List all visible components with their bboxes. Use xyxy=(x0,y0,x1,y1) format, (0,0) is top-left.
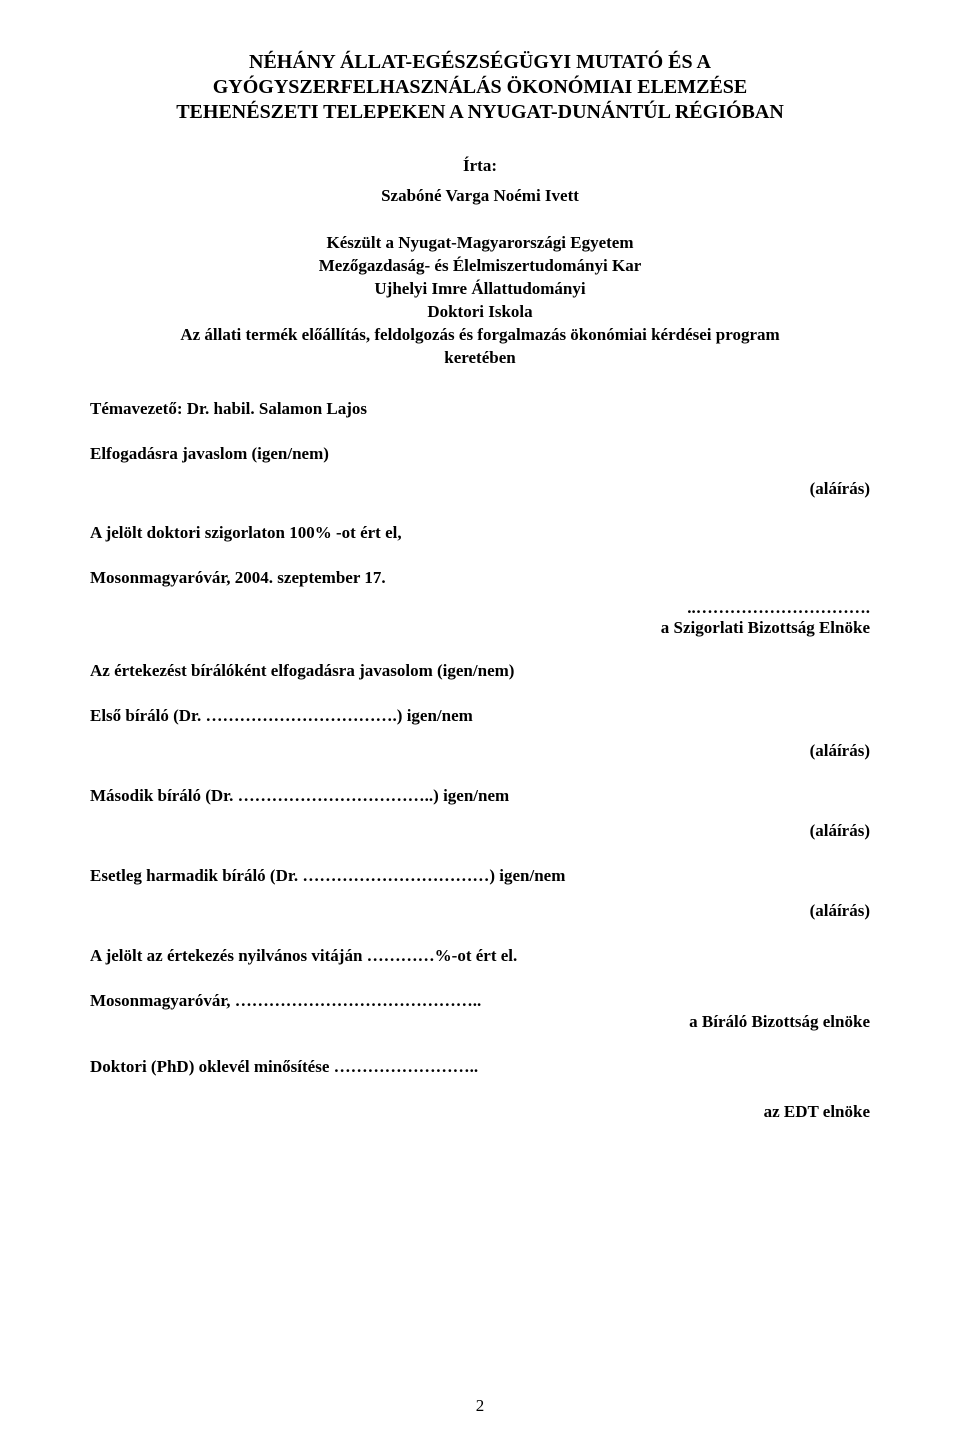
defense-line: A jelölt az értekezés nyilvános vitáján … xyxy=(90,945,870,968)
committee-chair: a Bíráló Bizottság elnöke xyxy=(90,1011,870,1034)
institute-line-5: Az állati termék előállítás, feldolgozás… xyxy=(90,324,870,347)
accept-row: Elfogadásra javaslom (igen/nem) xyxy=(90,443,870,466)
dots-line: ..…………………………. xyxy=(90,598,870,618)
institute-line-6: keretében xyxy=(90,347,870,370)
title-line-2: GYÓGYSZERFELHASZNÁLÁS ÖKONÓMIAI ELEMZÉSE xyxy=(90,75,870,100)
accept-suggest-text: Elfogadásra javaslom (igen/nem) xyxy=(90,443,870,466)
szigorlati-chair: a Szigorlati Bizottság Elnöke xyxy=(90,618,870,638)
title-line-3: TEHENÉSZETI TELEPEKEN A NYUGAT-DUNÁNTÚL … xyxy=(90,100,870,125)
author-name: Szabóné Varga Noémi Ivett xyxy=(90,183,870,209)
signature-1: (aláírás) xyxy=(90,478,870,501)
institute-line-4: Doktori Iskola xyxy=(90,301,870,324)
signature-4: (aláírás) xyxy=(90,900,870,923)
institute-line-2: Mezőgazdaság- és Élelmiszertudományi Kar xyxy=(90,255,870,278)
title-line-1: NÉHÁNY ÁLLAT-EGÉSZSÉGÜGYI MUTATÓ ÉS A xyxy=(90,50,870,75)
institute-block: Készült a Nyugat-Magyarországi Egyetem M… xyxy=(90,232,870,370)
reviewer-2: Második bíráló (Dr. ……………………………..) igen/… xyxy=(90,785,870,808)
reviewer-3: Esetleg harmadik bíráló (Dr. ……………………………… xyxy=(90,865,870,888)
irta-label: Írta: xyxy=(90,153,870,179)
supervisor-line: Témavezető: Dr. habil. Salamon Lajos xyxy=(90,398,870,421)
page-number: 2 xyxy=(0,1396,960,1416)
reviewer-1: Első bíráló (Dr. …………………………….) igen/nem xyxy=(90,705,870,728)
rigorosum-line: A jelölt doktori szigorlaton 100% -ot ér… xyxy=(90,522,870,545)
moson-date-line: Mosonmagyaróvár, 2004. szeptember 17. xyxy=(90,567,870,590)
szigorlati-block: ..…………………………. a Szigorlati Bizottság Eln… xyxy=(90,598,870,638)
signature-2: (aláírás) xyxy=(90,740,870,763)
document-title: NÉHÁNY ÁLLAT-EGÉSZSÉGÜGYI MUTATÓ ÉS A GY… xyxy=(90,50,870,125)
institute-line-3: Ujhelyi Imre Állattudományi xyxy=(90,278,870,301)
edt-chair: az EDT elnöke xyxy=(90,1101,870,1124)
moson-blank-line: Mosonmagyaróvár, …………………………………….. xyxy=(90,990,870,1013)
reviewer-intro: Az értekezést bírálóként elfogadásra jav… xyxy=(90,660,870,683)
author-block: Írta: Szabóné Varga Noémi Ivett xyxy=(90,153,870,208)
signature-3: (aláírás) xyxy=(90,820,870,843)
diploma-line: Doktori (PhD) oklevél minősítése …………………… xyxy=(90,1056,870,1079)
institute-line-1: Készült a Nyugat-Magyarországi Egyetem xyxy=(90,232,870,255)
